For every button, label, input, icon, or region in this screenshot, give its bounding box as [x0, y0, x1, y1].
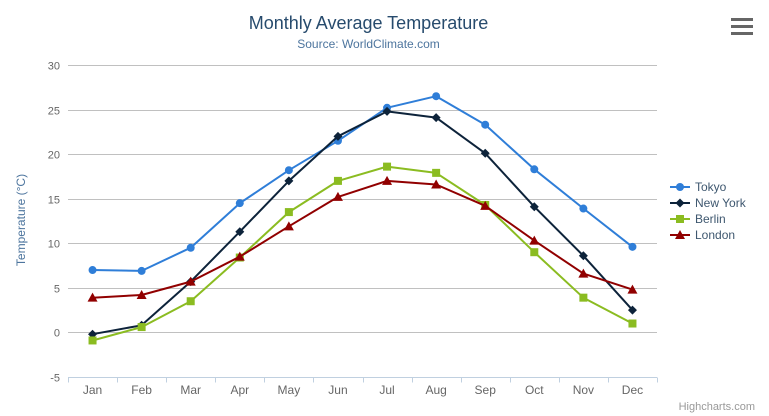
legend-item-new-york[interactable]: New York: [670, 195, 746, 211]
legend-marker-new-york[interactable]: [675, 198, 685, 208]
series-line-tokyo: [92, 95, 634, 272]
data-point-new-york[interactable]: [480, 148, 490, 158]
data-point-berlin[interactable]: [579, 293, 588, 302]
data-point-tokyo[interactable]: [186, 243, 195, 252]
data-point-london[interactable]: [578, 268, 589, 278]
data-point-berlin[interactable]: [628, 319, 637, 328]
x-axis-tick-label: Apr: [230, 383, 249, 397]
data-point-london[interactable]: [283, 221, 294, 231]
legend-label: Berlin: [695, 212, 726, 226]
hamburger-icon: [731, 25, 753, 28]
chart-title: Monthly Average Temperature: [248, 13, 489, 33]
series-tokyo: [88, 92, 637, 275]
legend: Tokyo New York Berlin London: [670, 179, 746, 243]
data-point-berlin[interactable]: [383, 162, 392, 171]
hamburger-icon: [731, 18, 753, 21]
data-point-london[interactable]: [627, 284, 638, 294]
legend-label: Tokyo: [695, 180, 727, 194]
data-point-tokyo[interactable]: [481, 120, 490, 129]
y-axis-tick-label: 10: [48, 239, 60, 251]
data-point-london[interactable]: [87, 292, 98, 302]
legend-marker-diamond-icon: [670, 198, 690, 208]
legend-item-london[interactable]: London: [670, 227, 746, 243]
y-axis-tick-label: 5: [54, 284, 60, 296]
legend-label: New York: [695, 196, 746, 210]
data-point-berlin[interactable]: [432, 168, 441, 177]
data-point-new-york[interactable]: [529, 202, 539, 212]
y-axis-tick-label: 20: [48, 150, 60, 162]
series-line-london: [92, 179, 633, 299]
x-axis-tick-label: Aug: [425, 383, 446, 397]
data-point-london[interactable]: [332, 191, 343, 201]
hamburger-icon: [731, 32, 753, 35]
data-point-london[interactable]: [382, 175, 393, 185]
x-axis-tick-label: Sep: [475, 383, 497, 397]
data-point-tokyo[interactable]: [579, 204, 588, 213]
data-point-tokyo[interactable]: [235, 199, 244, 208]
data-point-tokyo[interactable]: [530, 165, 539, 174]
data-point-london[interactable]: [234, 251, 245, 261]
data-point-berlin[interactable]: [137, 323, 146, 332]
chart-subtitle: Source: WorldClimate.com: [297, 37, 440, 51]
legend-marker-triangle-icon: [670, 230, 690, 239]
series-line-new-york: [92, 110, 634, 336]
data-point-new-york[interactable]: [333, 131, 343, 141]
y-axis-tick-label: 15: [48, 195, 60, 207]
series-line-berlin: [92, 165, 633, 342]
y-axis-tick-label: -5: [50, 373, 60, 385]
legend-item-tokyo[interactable]: Tokyo: [670, 179, 746, 195]
data-point-new-york[interactable]: [578, 251, 588, 261]
legend-item-berlin[interactable]: Berlin: [670, 211, 746, 227]
data-point-tokyo[interactable]: [88, 266, 97, 275]
x-axis-tick-label: Oct: [525, 383, 544, 397]
data-point-tokyo[interactable]: [628, 242, 637, 251]
x-axis-tick-label: May: [278, 383, 301, 397]
context-menu-button[interactable]: [731, 18, 753, 35]
legend-marker-london[interactable]: [675, 230, 685, 239]
data-point-london[interactable]: [431, 179, 442, 189]
data-point-new-york[interactable]: [431, 113, 441, 123]
series-new-york: [88, 106, 637, 339]
data-point-berlin[interactable]: [530, 248, 539, 257]
data-point-new-york[interactable]: [627, 305, 637, 315]
x-axis-tick-label: Jul: [379, 383, 394, 397]
x-axis-tick-label: Dec: [622, 383, 643, 397]
data-point-tokyo[interactable]: [432, 92, 441, 101]
data-point-london[interactable]: [480, 200, 491, 210]
x-axis-tick-label: Jan: [83, 383, 102, 397]
credits-link[interactable]: Highcharts.com: [678, 401, 755, 413]
x-axis-tick-label: Jun: [328, 383, 347, 397]
x-axis-tick-label: Nov: [573, 383, 594, 397]
legend-marker-berlin[interactable]: [676, 215, 684, 223]
legend-marker-square-icon: [670, 215, 690, 223]
y-axis-tick-label: 0: [54, 328, 60, 340]
data-point-london[interactable]: [185, 276, 196, 286]
legend-marker-circle-icon: [670, 183, 690, 191]
data-point-berlin[interactable]: [333, 176, 342, 185]
x-axis-tick-label: Feb: [131, 383, 152, 397]
data-point-london[interactable]: [136, 289, 147, 299]
data-point-tokyo[interactable]: [284, 166, 293, 175]
x-axis-tick-label: Mar: [180, 383, 201, 397]
data-point-new-york[interactable]: [284, 176, 294, 186]
y-axis-tick-label: 25: [48, 106, 60, 118]
legend-marker-tokyo[interactable]: [676, 183, 684, 191]
data-point-berlin[interactable]: [88, 336, 97, 345]
data-point-berlin[interactable]: [186, 297, 195, 306]
data-point-london[interactable]: [529, 235, 540, 245]
y-axis-tick-label: 30: [48, 61, 60, 73]
data-point-new-york[interactable]: [235, 227, 245, 237]
series-london: [87, 175, 638, 302]
data-point-new-york[interactable]: [382, 106, 392, 116]
data-point-berlin[interactable]: [284, 208, 293, 217]
data-point-tokyo[interactable]: [137, 266, 146, 275]
legend-label: London: [695, 228, 736, 242]
